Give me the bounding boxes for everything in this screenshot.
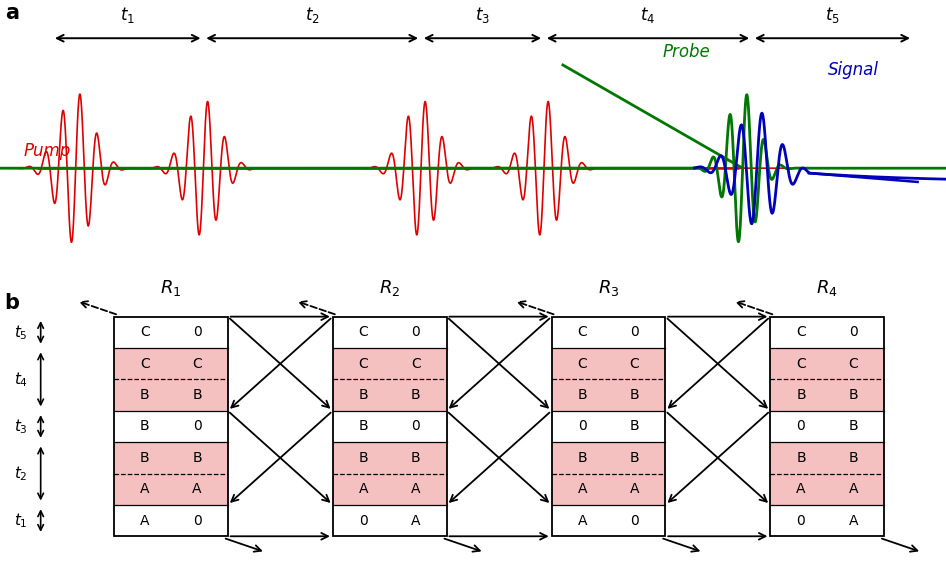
Bar [114,474,228,505]
Text: $t_3$: $t_3$ [475,5,490,25]
Text: 0: 0 [797,419,805,433]
Text: A: A [359,482,368,496]
Text: 0: 0 [193,325,201,339]
Text: B: B [359,419,368,433]
Text: B: B [630,419,639,433]
Text: A: A [577,514,587,528]
Text: A: A [140,482,149,496]
Text: $R_1$: $R_1$ [160,278,182,297]
Text: a: a [5,3,19,23]
Text: C: C [849,357,858,371]
Text: B: B [797,451,806,465]
Text: Probe: Probe [662,44,710,61]
Text: B: B [797,388,806,402]
Text: A: A [140,514,149,528]
Text: $R_2$: $R_2$ [379,278,400,297]
Text: C: C [192,357,201,371]
Text: B: B [411,451,421,465]
Text: Signal: Signal [828,61,879,78]
Text: C: C [411,357,421,371]
Text: B: B [140,451,149,465]
Text: A: A [797,482,806,496]
Text: A: A [849,514,858,528]
Text: A: A [630,482,639,496]
Text: B: B [630,451,639,465]
Bar [114,379,228,411]
Bar [552,317,665,536]
Text: 0: 0 [412,419,420,433]
Text: B: B [630,388,639,402]
Text: 0: 0 [630,325,639,339]
Bar [552,348,665,379]
Bar [552,474,665,505]
Text: $t_4$: $t_4$ [14,370,27,389]
Text: B: B [849,419,858,433]
Text: C: C [577,357,587,371]
Bar [770,474,884,505]
Bar [114,442,228,474]
Text: $t_5$: $t_5$ [825,5,840,25]
Text: 0: 0 [412,325,420,339]
Bar [333,474,447,505]
Text: B: B [140,419,149,433]
Text: C: C [359,325,368,339]
Bar [333,442,447,474]
Text: C: C [359,357,368,371]
Text: B: B [140,388,149,402]
Bar [770,442,884,474]
Text: B: B [849,451,858,465]
Text: A: A [412,482,421,496]
Text: 0: 0 [630,514,639,528]
Bar [333,317,447,536]
Bar [770,379,884,411]
Text: $t_2$: $t_2$ [14,464,27,483]
Text: C: C [577,325,587,339]
Text: B: B [192,388,201,402]
Text: B: B [849,388,858,402]
Bar [552,442,665,474]
Text: $t_4$: $t_4$ [640,5,656,25]
Text: B: B [192,451,201,465]
Bar [114,348,228,379]
Text: A: A [192,482,201,496]
Text: $t_2$: $t_2$ [305,5,320,25]
Text: A: A [849,482,858,496]
Text: B: B [577,451,587,465]
Bar [114,317,228,536]
Text: C: C [140,357,149,371]
Text: 0: 0 [578,419,587,433]
Text: 0: 0 [849,325,858,339]
Text: $t_5$: $t_5$ [14,323,27,342]
Text: B: B [359,451,368,465]
Bar [333,379,447,411]
Text: $t_1$: $t_1$ [120,5,135,25]
Text: b: b [5,293,20,313]
Text: $R_3$: $R_3$ [598,278,619,297]
Bar [333,348,447,379]
Bar [770,317,884,536]
Text: C: C [797,325,806,339]
Text: B: B [411,388,421,402]
Text: 0: 0 [359,514,368,528]
Text: Pump: Pump [24,142,71,160]
Text: C: C [140,325,149,339]
Text: A: A [412,514,421,528]
Bar [552,379,665,411]
Bar [770,348,884,379]
Text: 0: 0 [193,419,201,433]
Text: 0: 0 [797,514,805,528]
Text: C: C [630,357,639,371]
Text: B: B [577,388,587,402]
Text: B: B [359,388,368,402]
Text: $R_4$: $R_4$ [816,278,838,297]
Text: 0: 0 [193,514,201,528]
Text: $t_1$: $t_1$ [14,511,27,530]
Text: C: C [797,357,806,371]
Text: A: A [577,482,587,496]
Text: $t_3$: $t_3$ [14,417,27,436]
